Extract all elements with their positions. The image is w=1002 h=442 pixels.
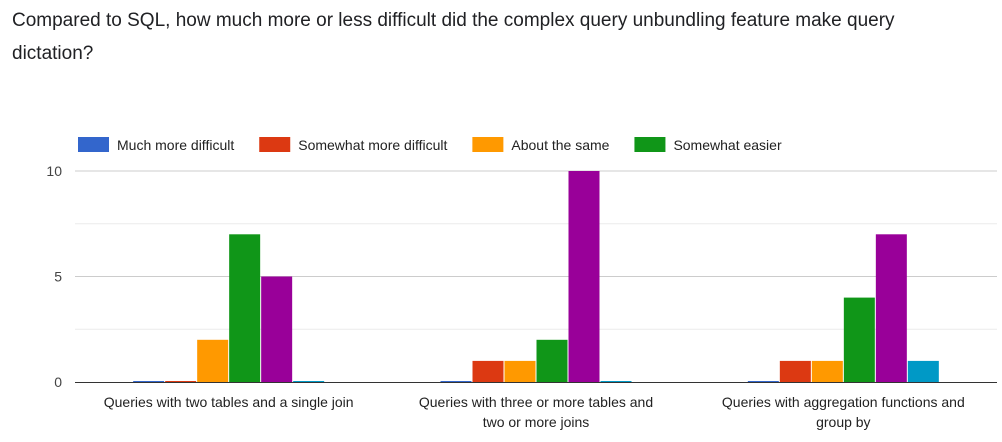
- bar[interactable]: [568, 171, 600, 382]
- legend-label: Somewhat more difficult: [298, 137, 447, 153]
- legend-swatch: [78, 137, 109, 152]
- legend-item[interactable]: About the same: [472, 137, 610, 153]
- bar[interactable]: [261, 276, 293, 383]
- bar[interactable]: [907, 360, 939, 382]
- legend-label: About the same: [511, 137, 609, 153]
- bar[interactable]: [504, 360, 536, 382]
- legend-item[interactable]: Somewhat more difficult: [259, 137, 447, 153]
- legend-swatch: [259, 137, 291, 152]
- bar[interactable]: [536, 339, 568, 382]
- axes: 0 5 10 Queries with two tables and a single…: [46, 163, 997, 430]
- bar[interactable]: [229, 234, 261, 382]
- legend-item[interactable]: Somewhat easier: [634, 137, 782, 153]
- legend-item[interactable]: Much more difficult: [78, 137, 234, 153]
- legend-label: Much more difficult: [117, 137, 234, 153]
- gridlines: [75, 170, 997, 330]
- y-tick-label: 5: [54, 269, 62, 285]
- bar[interactable]: [440, 381, 472, 382]
- bar[interactable]: [779, 360, 811, 382]
- y-tick-label: 0: [54, 374, 62, 390]
- bar[interactable]: [472, 360, 504, 382]
- y-tick-label: 10: [46, 163, 62, 179]
- bars: [133, 171, 939, 382]
- legend-label: Somewhat easier: [673, 137, 782, 153]
- bar[interactable]: [293, 381, 325, 382]
- bar[interactable]: [600, 381, 632, 382]
- legend-swatch: [472, 137, 504, 152]
- x-category-label: Queries with three or more tables and two…: [419, 394, 653, 430]
- bar[interactable]: [197, 339, 229, 382]
- legend-swatch: [634, 137, 666, 152]
- bar[interactable]: [811, 360, 843, 382]
- bar[interactable]: [843, 297, 875, 382]
- bar[interactable]: [875, 234, 907, 382]
- bar[interactable]: [133, 381, 165, 382]
- legend: Much more difficult Somewhat more difficu…: [78, 137, 782, 153]
- x-category-label: Queries with two tables and a single joi…: [104, 394, 354, 410]
- x-category-label: Queries with aggregation functions and gr…: [722, 394, 965, 430]
- bar[interactable]: [165, 381, 197, 382]
- bar[interactable]: [747, 381, 779, 382]
- chart-title: Compared to SQL, how much more or less d…: [12, 10, 895, 64]
